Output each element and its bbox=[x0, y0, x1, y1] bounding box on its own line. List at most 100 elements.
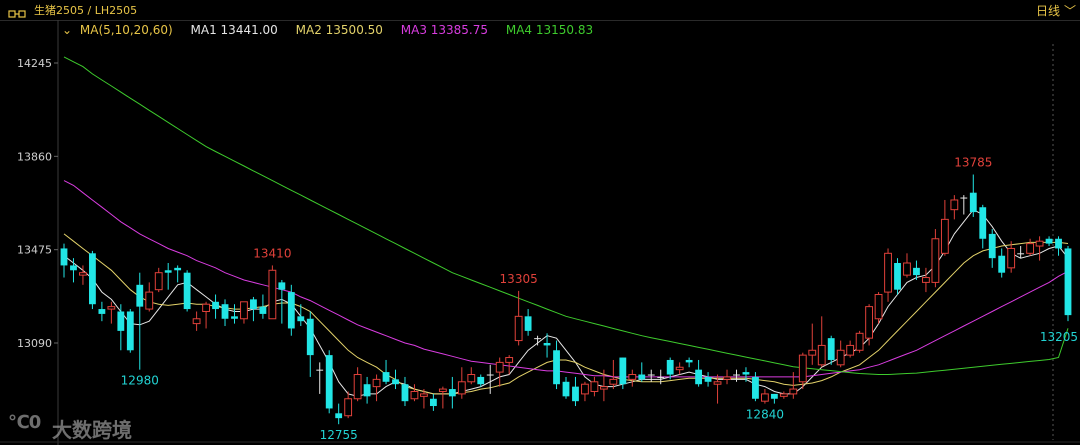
candle[interactable] bbox=[685, 357, 693, 368]
candle[interactable] bbox=[401, 376, 409, 407]
candle[interactable] bbox=[779, 391, 788, 399]
candle[interactable] bbox=[363, 376, 371, 404]
candle[interactable] bbox=[514, 290, 523, 346]
candle[interactable] bbox=[1007, 241, 1016, 273]
candle[interactable] bbox=[562, 376, 570, 399]
candle[interactable] bbox=[316, 362, 324, 394]
candle[interactable] bbox=[940, 199, 949, 256]
candle[interactable] bbox=[543, 333, 551, 358]
link-icon[interactable] bbox=[8, 4, 26, 23]
candle[interactable] bbox=[287, 284, 295, 336]
candle[interactable] bbox=[372, 374, 381, 402]
candle[interactable] bbox=[675, 362, 684, 375]
candle[interactable] bbox=[250, 296, 257, 322]
candle[interactable] bbox=[202, 301, 210, 329]
candle[interactable] bbox=[382, 359, 390, 385]
candle[interactable] bbox=[619, 357, 627, 390]
candle[interactable] bbox=[647, 369, 655, 382]
candle[interactable] bbox=[723, 369, 731, 385]
candle[interactable] bbox=[666, 357, 674, 380]
candle[interactable] bbox=[827, 335, 835, 365]
candle[interactable] bbox=[306, 311, 314, 377]
candle[interactable] bbox=[278, 279, 286, 324]
candle[interactable] bbox=[534, 335, 541, 346]
candle[interactable] bbox=[590, 376, 599, 397]
candle[interactable] bbox=[760, 389, 769, 404]
candle[interactable] bbox=[950, 195, 959, 220]
candle[interactable] bbox=[752, 372, 759, 402]
candle[interactable] bbox=[742, 367, 750, 382]
candle[interactable] bbox=[174, 265, 182, 283]
candle[interactable] bbox=[164, 263, 172, 290]
candle[interactable] bbox=[344, 391, 353, 419]
candle[interactable] bbox=[486, 364, 494, 394]
candle[interactable] bbox=[154, 267, 163, 293]
candle[interactable] bbox=[221, 299, 229, 327]
candle[interactable] bbox=[477, 374, 485, 387]
candle[interactable] bbox=[231, 304, 238, 324]
candle[interactable] bbox=[107, 301, 116, 324]
candle[interactable] bbox=[212, 294, 219, 319]
candle[interactable] bbox=[353, 367, 362, 402]
candle[interactable] bbox=[448, 376, 456, 409]
candle[interactable] bbox=[846, 340, 855, 358]
candle[interactable] bbox=[798, 352, 807, 390]
candle[interactable] bbox=[855, 330, 864, 353]
symbol-name[interactable]: 生猪2505 / LH2505 bbox=[34, 4, 138, 17]
candle[interactable] bbox=[657, 369, 665, 385]
candle[interactable] bbox=[979, 204, 987, 249]
candle[interactable] bbox=[117, 304, 125, 351]
candle[interactable] bbox=[874, 292, 883, 324]
candle[interactable] bbox=[1017, 246, 1025, 259]
ma-indicator-name[interactable]: MA(5,10,20,60) bbox=[79, 23, 173, 37]
candle[interactable] bbox=[960, 195, 968, 215]
candle[interactable] bbox=[505, 355, 514, 375]
candle[interactable] bbox=[325, 350, 333, 414]
candle[interactable] bbox=[70, 258, 77, 283]
candle[interactable] bbox=[903, 253, 911, 278]
candle[interactable] bbox=[410, 384, 419, 402]
candle[interactable] bbox=[136, 272, 144, 370]
candle[interactable] bbox=[572, 376, 579, 407]
candle[interactable] bbox=[79, 265, 87, 285]
candle[interactable] bbox=[931, 229, 940, 288]
candle[interactable] bbox=[733, 369, 740, 382]
candle[interactable] bbox=[789, 372, 798, 399]
candle[interactable] bbox=[988, 229, 996, 268]
candle[interactable] bbox=[695, 359, 703, 387]
candle[interactable] bbox=[495, 357, 504, 387]
candle[interactable] bbox=[524, 309, 532, 336]
candle[interactable] bbox=[599, 369, 608, 402]
candle[interactable] bbox=[1045, 236, 1053, 247]
candle[interactable] bbox=[884, 248, 892, 302]
candle[interactable] bbox=[259, 294, 267, 319]
candle[interactable] bbox=[240, 301, 248, 324]
candle[interactable] bbox=[913, 260, 920, 280]
candle[interactable] bbox=[638, 362, 646, 382]
candle[interactable] bbox=[429, 393, 437, 411]
candle[interactable] bbox=[609, 359, 618, 390]
candle[interactable] bbox=[268, 265, 277, 320]
candle[interactable] bbox=[60, 243, 68, 278]
candle[interactable] bbox=[297, 304, 305, 327]
candle[interactable] bbox=[808, 323, 817, 365]
candle[interactable] bbox=[581, 381, 589, 402]
candle[interactable] bbox=[969, 174, 977, 217]
candle[interactable] bbox=[704, 372, 712, 387]
candle[interactable] bbox=[98, 301, 106, 322]
candle[interactable] bbox=[145, 282, 154, 312]
candle[interactable] bbox=[713, 374, 722, 404]
candle[interactable] bbox=[836, 340, 845, 368]
candle[interactable] bbox=[467, 367, 476, 385]
candle[interactable] bbox=[553, 340, 560, 390]
candle[interactable] bbox=[865, 304, 874, 346]
candle[interactable] bbox=[1026, 238, 1035, 256]
candle[interactable] bbox=[126, 309, 134, 353]
candle[interactable] bbox=[420, 389, 428, 409]
candle[interactable] bbox=[392, 369, 399, 390]
candle[interactable] bbox=[998, 248, 1006, 278]
period-selector[interactable]: 日线 bbox=[1035, 4, 1060, 18]
candle[interactable] bbox=[89, 250, 96, 310]
candle[interactable] bbox=[817, 316, 826, 368]
